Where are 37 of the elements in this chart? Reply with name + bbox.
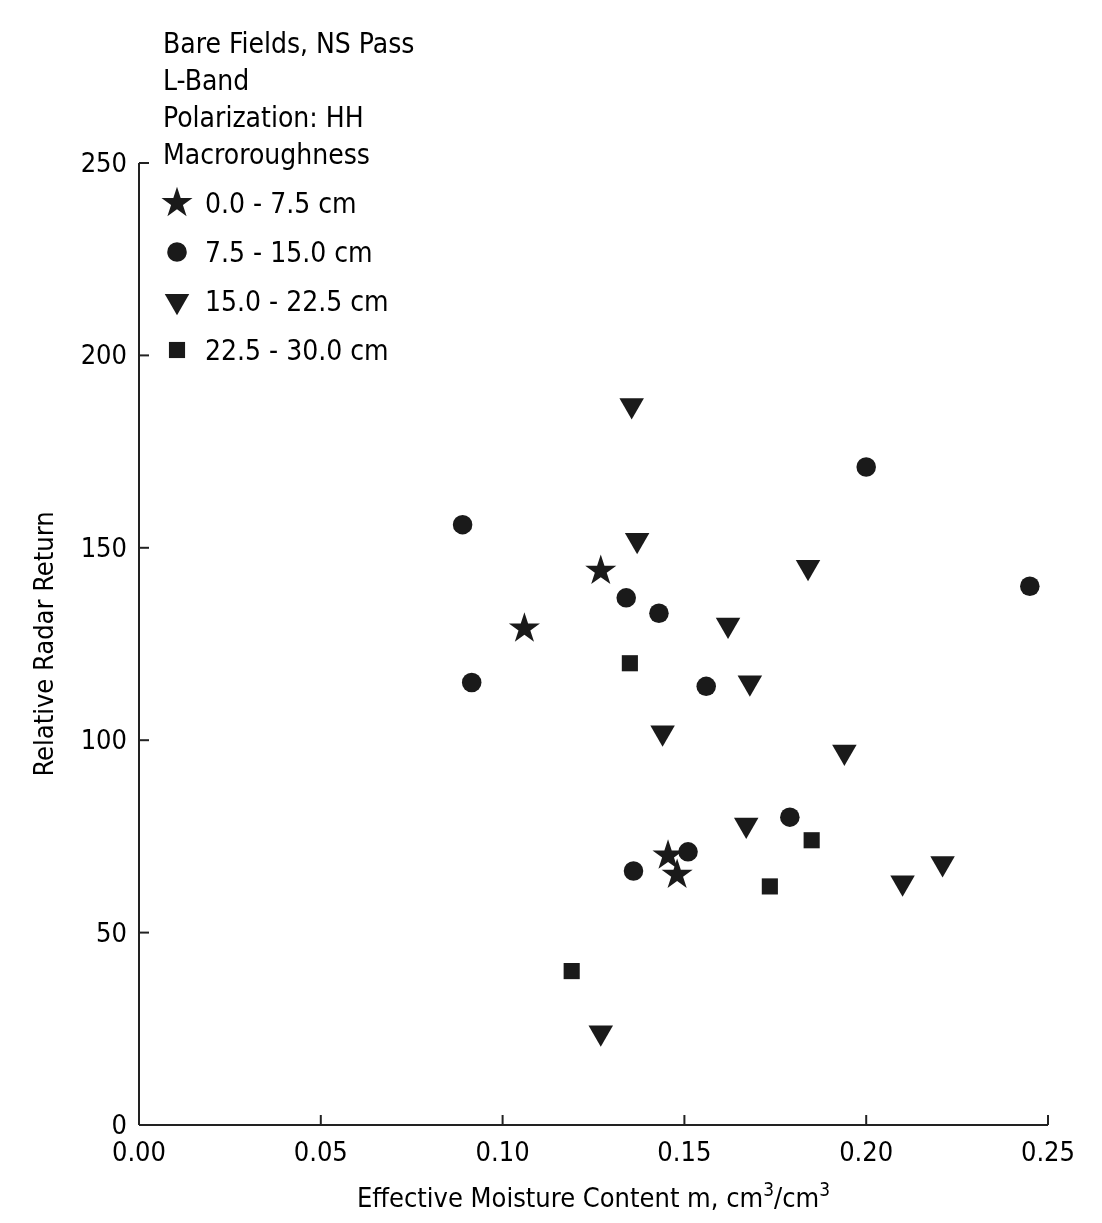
point xyxy=(1020,576,1040,597)
legend-label: 0.0 - 7.5 cm xyxy=(205,187,357,220)
point xyxy=(563,963,580,980)
y-tick-label: 50 xyxy=(96,916,127,948)
x-tick-label: 0.05 xyxy=(293,1136,348,1167)
x-tick-label: 0.10 xyxy=(475,1136,530,1167)
legend-label: 22.5 - 30.0 cm xyxy=(205,334,389,367)
y-tick-label: 100 xyxy=(80,724,127,756)
point xyxy=(678,842,698,862)
legend-label: 15.0 - 22.5 cm xyxy=(205,285,389,318)
chart-title: Bare Fields, NS Pass xyxy=(163,27,415,60)
x-tick-label: 0.20 xyxy=(839,1136,894,1167)
point xyxy=(649,603,669,623)
point xyxy=(508,612,540,642)
legend-title: Macroroughness xyxy=(163,138,370,171)
text: Polarization: HH xyxy=(163,101,364,134)
y-tick-label: 200 xyxy=(80,339,127,371)
point xyxy=(661,858,693,889)
point xyxy=(616,588,636,608)
y-axis-title: Relative Radar Return xyxy=(28,511,59,777)
point xyxy=(452,514,473,535)
point xyxy=(585,554,617,585)
x-axis-title: Effective Moisture Content m, cm$^{3}$/cm$^{3}$ xyxy=(356,1178,831,1213)
point xyxy=(461,672,482,693)
y-tick-label: 150 xyxy=(80,531,127,563)
point xyxy=(803,832,820,849)
x-tick-label: 0.15 xyxy=(657,1136,712,1167)
chart-subtitle: L-Band xyxy=(163,64,250,97)
legend-label: 7.5 - 15.0 cm xyxy=(205,236,373,269)
point xyxy=(761,878,778,895)
point xyxy=(623,861,644,881)
point xyxy=(856,457,876,477)
point xyxy=(780,807,800,827)
point xyxy=(696,676,716,697)
point xyxy=(621,655,638,672)
y-tick-label: 250 xyxy=(80,147,127,178)
x-tick-label: 0.25 xyxy=(1020,1136,1076,1167)
